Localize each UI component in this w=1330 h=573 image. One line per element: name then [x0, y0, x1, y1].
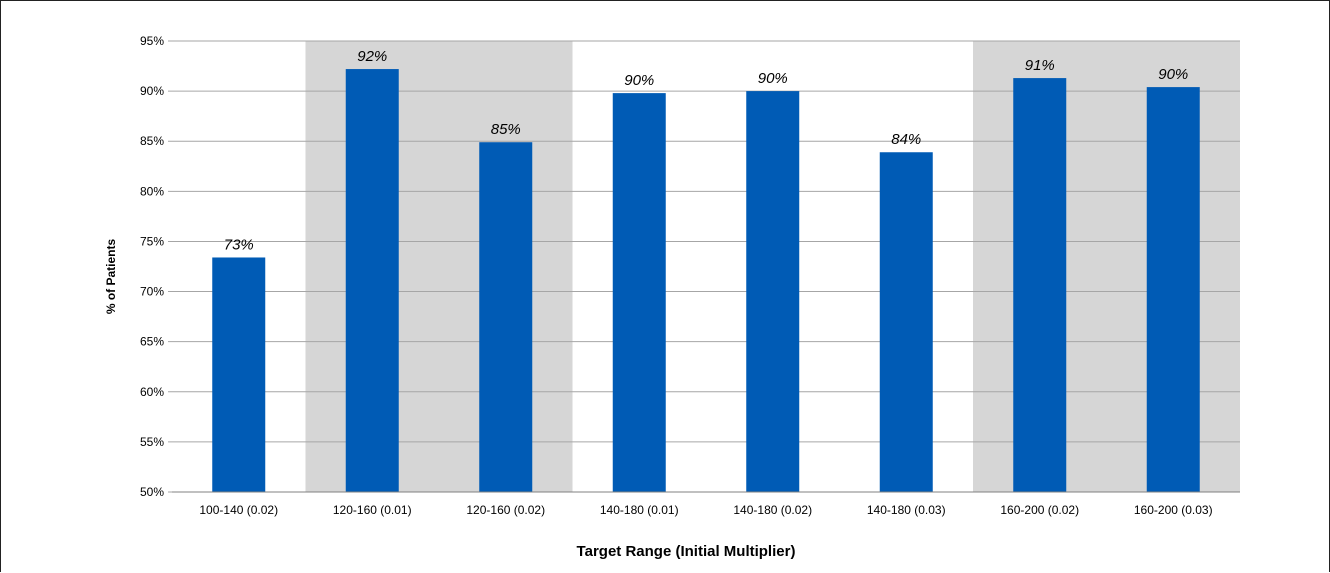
x-tick-labels: 100-140 (0.02) 120-160 (0.01) 120-160 (0.0…	[199, 503, 1212, 517]
y-tick-label: 50%	[140, 485, 164, 499]
bars	[212, 69, 1200, 493]
bar	[746, 91, 800, 492]
bar	[612, 93, 666, 493]
data-label: 85%	[491, 121, 521, 138]
y-tick-label: 85%	[140, 134, 164, 148]
x-tick-label: 120-160 (0.01)	[333, 503, 412, 517]
x-axis-title: Target Range (Initial Multiplier)	[577, 543, 796, 560]
bar	[345, 69, 399, 492]
x-tick-label: 100-140 (0.02)	[199, 503, 278, 517]
y-tick-label: 80%	[140, 184, 164, 198]
highlight-band-2	[973, 41, 1240, 492]
bar	[1146, 87, 1200, 492]
data-label: 84%	[891, 131, 921, 148]
y-tick-label: 60%	[140, 385, 164, 399]
y-tick-labels: 50% 55% 60% 65% 70% 75% 80% 85% 90% 95%	[140, 34, 164, 499]
data-label: 73%	[224, 236, 254, 253]
data-label: 92%	[357, 48, 387, 65]
data-label: 90%	[624, 72, 654, 89]
y-tick-label: 55%	[140, 435, 164, 449]
y-tick-label: 65%	[140, 335, 164, 349]
x-tick-label: 160-200 (0.02)	[1000, 503, 1079, 517]
x-tick-label: 140-180 (0.03)	[867, 503, 946, 517]
data-labels: 73% 92% 85% 90% 90% 84% 91% 90%	[224, 48, 1189, 253]
data-label: 90%	[1158, 66, 1188, 83]
y-tick-label: 95%	[140, 34, 164, 48]
highlight-band-1	[305, 41, 573, 492]
y-tick-label: 90%	[140, 84, 164, 98]
x-tick-label: 140-180 (0.01)	[600, 503, 679, 517]
y-axis-title: % of Patients	[104, 239, 118, 315]
x-tick-label: 140-180 (0.02)	[733, 503, 812, 517]
x-tick-label: 160-200 (0.03)	[1134, 503, 1213, 517]
bar	[1013, 78, 1067, 493]
y-tick-label: 70%	[140, 285, 164, 299]
x-tick-label: 120-160 (0.02)	[466, 503, 545, 517]
bar	[879, 152, 933, 492]
bar	[212, 257, 266, 492]
data-label: 90%	[758, 70, 788, 87]
y-tick-label: 75%	[140, 234, 164, 248]
bar	[479, 142, 533, 493]
data-label: 91%	[1025, 57, 1055, 74]
